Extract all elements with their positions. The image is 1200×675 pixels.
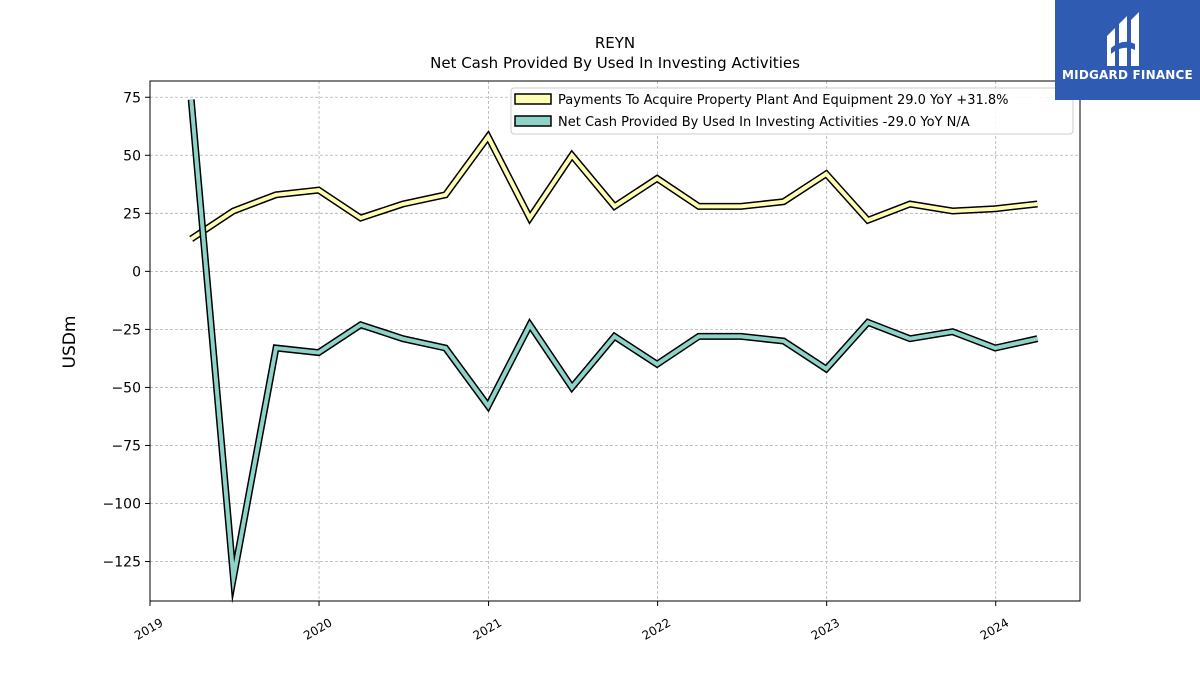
- data-point: [571, 386, 573, 388]
- data-point: [867, 321, 869, 323]
- y-tick-label: −75: [111, 438, 141, 454]
- legend-box: [510, 87, 1074, 135]
- y-tick-label: −100: [103, 497, 141, 513]
- series-lines: [187, 99, 1039, 604]
- data-point: [825, 368, 827, 370]
- data-point: [994, 208, 996, 210]
- y-tick-label: 75: [123, 90, 141, 106]
- data-point: [444, 194, 446, 196]
- data-point: [867, 219, 869, 221]
- data-point: [952, 331, 954, 333]
- midgard-logo-icon: [1107, 12, 1139, 66]
- data-point: [614, 335, 616, 337]
- data-point: [994, 347, 996, 349]
- data-point: [232, 577, 234, 579]
- data-point: [909, 203, 911, 205]
- y-axis-label: USDm: [60, 316, 80, 369]
- chart-subtitle: Net Cash Provided By Used In Investing A…: [430, 54, 800, 72]
- series-line-0: [190, 132, 1038, 241]
- data-point: [740, 335, 742, 337]
- data-point: [529, 217, 531, 219]
- x-tick-label: 2024: [978, 615, 1011, 642]
- data-point: [360, 324, 362, 326]
- data-point: [698, 205, 700, 207]
- data-point: [656, 363, 658, 365]
- y-tick-label: −125: [103, 555, 141, 571]
- legend-label-net-cash: Net Cash Provided By Used In Investing A…: [558, 115, 970, 130]
- data-point: [275, 347, 277, 349]
- data-point: [909, 338, 911, 340]
- legend: Payments To Acquire Property Plant And E…: [510, 87, 1074, 135]
- x-tick-label: 2023: [809, 615, 842, 642]
- data-point: [614, 205, 616, 207]
- grid: [149, 81, 1080, 601]
- data-point: [444, 347, 446, 349]
- y-tick-label: −25: [111, 322, 141, 338]
- legend-swatch-payments: [514, 93, 552, 105]
- legend-swatch-net-cash: [514, 115, 552, 127]
- data-point: [487, 136, 489, 138]
- plot-frame: [149, 80, 1081, 602]
- data-point: [529, 324, 531, 326]
- data-point: [402, 338, 404, 340]
- x-tick-label: 2022: [640, 615, 673, 642]
- data-point: [232, 210, 234, 212]
- data-point: [952, 210, 954, 212]
- data-point: [318, 352, 320, 354]
- brand-logo: MIDGARD FINANCE: [1055, 0, 1200, 100]
- chart-title: REYN: [595, 34, 635, 52]
- data-point: [1036, 203, 1038, 205]
- data-point: [698, 335, 700, 337]
- y-tick-label: −50: [111, 380, 141, 396]
- data-point: [190, 99, 192, 101]
- data-point: [402, 203, 404, 205]
- data-point: [571, 154, 573, 156]
- data-point: [318, 189, 320, 191]
- data-point: [740, 205, 742, 207]
- data-point: [656, 178, 658, 180]
- y-tick-label: 50: [123, 148, 141, 164]
- data-point: [275, 194, 277, 196]
- data-point: [783, 340, 785, 342]
- logo-text: MIDGARD FINANCE: [1062, 68, 1193, 82]
- x-tick-label: 2021: [471, 615, 504, 642]
- legend-label-payments: Payments To Acquire Property Plant And E…: [558, 93, 1009, 108]
- y-tick-label: 25: [123, 206, 141, 222]
- data-point: [825, 173, 827, 175]
- data-point: [360, 217, 362, 219]
- y-tick-label: 0: [132, 264, 141, 280]
- data-point: [783, 201, 785, 203]
- x-tick-label: 2020: [301, 615, 334, 642]
- data-point: [487, 405, 489, 407]
- data-point: [190, 238, 192, 240]
- x-tick-label: 2019: [132, 615, 165, 642]
- data-point: [1036, 338, 1038, 340]
- series-line-1: [189, 99, 1038, 593]
- series-outline-0: [189, 130, 1038, 242]
